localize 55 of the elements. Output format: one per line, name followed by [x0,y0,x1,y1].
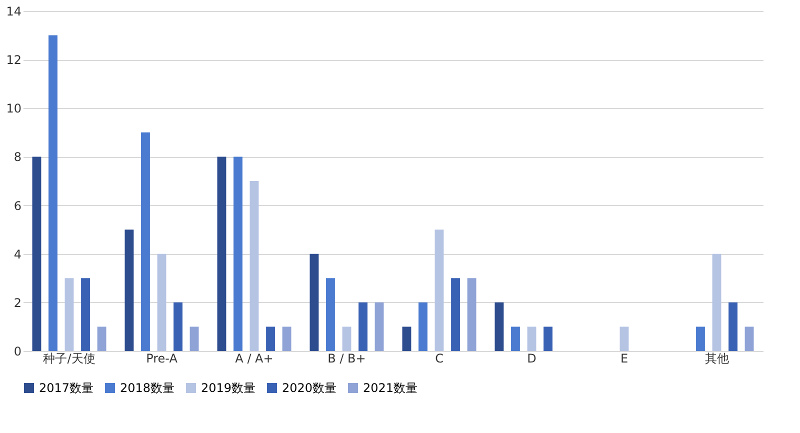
bar [157,254,166,351]
bar [32,156,42,351]
y-tick-label: 0 [14,344,22,358]
bar [467,278,476,351]
bar [64,278,74,351]
y-tick-label: 6 [14,198,22,213]
bar [266,326,275,351]
bar [217,156,226,351]
x-tick-label: Pre-A [146,352,178,366]
x-tick-label: A / A+ [235,352,274,366]
y-tick-label: 14 [6,4,22,18]
y-tick-label: 10 [6,102,22,116]
x-tick-label: 种子/天使 [43,352,96,366]
bar [696,326,705,351]
x-tick-label: B / B+ [328,352,366,366]
bar [544,326,552,351]
bar [511,326,520,351]
y-tick-label: 8 [14,150,22,164]
bar [527,326,536,351]
legend-label: 2018数量 [120,381,175,395]
x-tick-label: D [527,352,536,366]
legend-label: 2020数量 [282,381,337,395]
bar [174,302,182,351]
bar [358,302,368,351]
x-tick-label: 其他 [704,352,729,366]
bar [744,326,754,351]
bar [124,230,134,351]
y-tick-label: 12 [6,53,22,68]
y-tick-label: 2 [14,296,22,310]
bar [190,326,199,351]
bar [402,326,412,351]
bar [310,254,319,351]
legend-label: 2017数量 [39,381,94,395]
bar [282,326,292,351]
bar [48,35,58,351]
bar [81,278,90,351]
bar [326,278,335,351]
bar [712,254,722,351]
bar [494,302,504,351]
bar [141,132,150,351]
bar [434,230,444,351]
bar [234,156,242,351]
legend-label: 2021数量 [363,381,418,395]
bar [250,181,259,351]
bar [97,326,106,351]
bar [342,326,352,351]
bar [620,326,629,351]
bar [451,278,460,351]
legend-label: 2019数量 [201,381,256,395]
bar [374,302,384,351]
y-tick-label: 4 [14,247,22,262]
bar [418,302,428,351]
x-tick-label: E [620,352,628,366]
x-tick-label: C [435,352,444,366]
bar [728,302,738,351]
